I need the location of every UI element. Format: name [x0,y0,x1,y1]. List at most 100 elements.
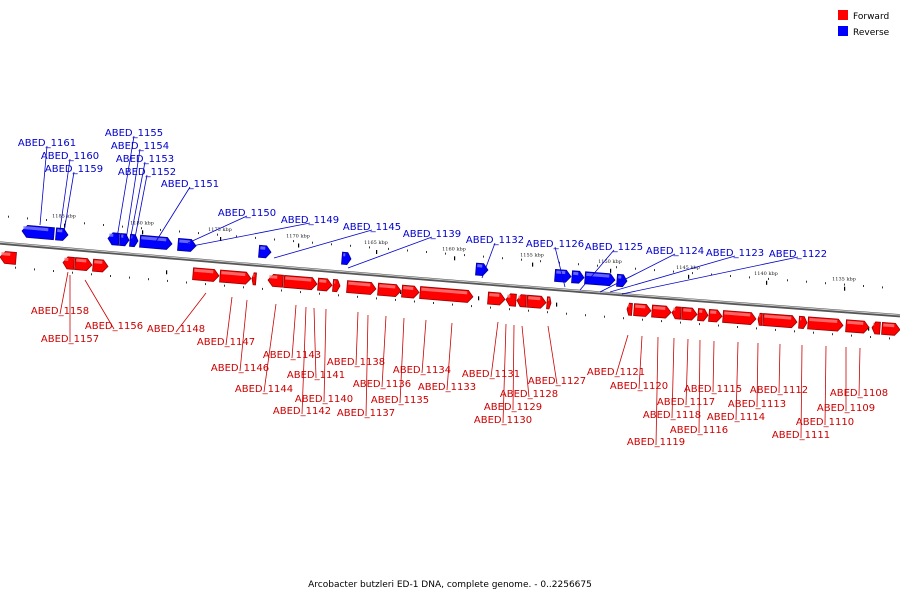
lower-guide-dot [528,309,529,312]
scale-ticks: 1185 kbp 1180 kbp 1175 kbp 1170 kbp 1165 kbp… [8,214,890,340]
gene-arrow-body [251,272,257,286]
gene-leader-line [381,315,387,388]
gene-arrow-shine [379,284,396,289]
gene-arrow-body [62,256,75,270]
lower-guide-dot [547,311,548,314]
gene-leader-line [84,279,115,330]
gene-arrow-shine [260,246,266,250]
forward-gene-arrow [633,303,652,317]
gene-label: ABED_1138 [327,357,385,368]
upper-guide-dot [521,258,522,261]
gene-label: ABED_1153 [116,154,174,165]
gene-arrow-shine [477,264,483,268]
gene-leader-line [609,255,736,293]
legend-swatch-reverse [838,26,848,36]
reverse-gene-arrow [139,234,173,250]
gene-leader-line [154,186,191,244]
scale-tick-label: 1185 kbp [52,214,76,220]
gene-label: ABED_1108 [830,388,888,399]
gene-leader-line [579,249,615,291]
forward-gene-arrow [346,280,377,295]
gene-leader-line [446,322,453,391]
lower-guide-dot [224,284,225,287]
gene-label: ABED_1126 [526,239,584,250]
lower-guide-dot [509,308,510,311]
gene-arrow-shine [847,320,864,325]
upper-guide-dot [806,280,807,283]
lower-guide-dot [699,323,700,326]
gene-label: ABED_1147 [197,337,255,348]
gene-label: ABED_1161 [18,138,76,149]
gene-label: ABED_1119 [627,437,685,448]
legend-label-forward: Forward [853,12,889,22]
scale-tick-mark [844,286,846,291]
gene-arrow-body [505,293,517,307]
forward-gene-arrow [546,296,552,310]
lower-guide-dot [205,283,206,286]
forward-gene-arrow [697,308,709,322]
gene-arrow-shine [548,297,550,301]
upper-guide-dot [331,243,332,246]
gene-label: ABED_1139 [403,229,461,240]
upper-guide-dot [160,228,161,231]
gene-arrow-shine [618,275,622,279]
gene-label: ABED_1141 [287,370,345,381]
gene-leader-line [547,325,558,385]
upper-guide-dot [388,247,389,250]
gene-arrow-shine [319,279,327,283]
gene-label: ABED_1137 [337,408,395,419]
gene-arrow-shine [586,272,610,278]
lower-guide-dot [15,266,16,269]
forward-gene-arrow [251,272,257,286]
gene-label: ABED_1160 [41,151,99,162]
gene-arrow-body [697,308,709,322]
gene-leader-line [175,292,207,333]
gene-leader-line [399,317,405,404]
gene-leader-line [824,345,827,426]
gene-label: ABED_1129 [484,402,542,413]
gene-arrow-shine [131,235,133,239]
forward-gene-arrow [487,291,506,306]
gene-leader-line [638,335,643,390]
gene-label: ABED_1132 [466,235,524,246]
gene-arrow-shine [573,271,579,276]
gene-leader-line [313,307,317,379]
lower-guide-dot [395,298,396,301]
upper-guide-dot [312,241,313,244]
upper-guide-dot [426,251,427,253]
upper-guide-dot [46,219,47,221]
gene-arrow-shine [121,234,124,238]
gene-label: ABED_1149 [281,215,339,226]
scale-tick-label: 1135 kbp [832,277,856,283]
upper-guide-dot [692,272,693,275]
gene-leader-line [800,344,803,439]
lower-guide-dot [490,306,491,309]
gene-label: ABED_1124 [646,246,704,257]
gene-label: ABED_1120 [610,381,668,392]
upper-guide-dot [616,266,617,269]
gene-label: ABED_1118 [643,410,701,421]
gene-arrow-body [626,302,633,316]
gene-arrow-body [757,312,763,326]
scale-tick-mark [610,268,612,273]
gene-leader-line [735,341,739,421]
scale-tick-label: 1155 kbp [520,253,544,259]
reverse-gene-arrow [341,251,352,266]
gene-arrow-shine [759,314,761,318]
lower-guide-dot [870,336,871,338]
gene-leader-line [291,304,297,359]
lower-guide-dot [452,303,453,306]
gene-arrow-body [332,279,341,293]
gene-label: ABED_1144 [235,384,293,395]
gene-arrow-shine [809,317,838,324]
gene-label: ABED_1154 [111,141,169,152]
gene-arrow-shine [194,268,214,274]
gene-arrow-shine [518,295,521,299]
scale-tick-mark [142,230,144,235]
forward-gene-arrow [708,308,723,323]
upper-guide-dot [825,282,826,285]
gene-label: ABED_1152 [118,167,176,178]
gene-label: ABED_1110 [796,417,854,428]
gene-label: ABED_1150 [218,208,276,219]
scale-tick-label: 1140 kbp [754,271,778,277]
